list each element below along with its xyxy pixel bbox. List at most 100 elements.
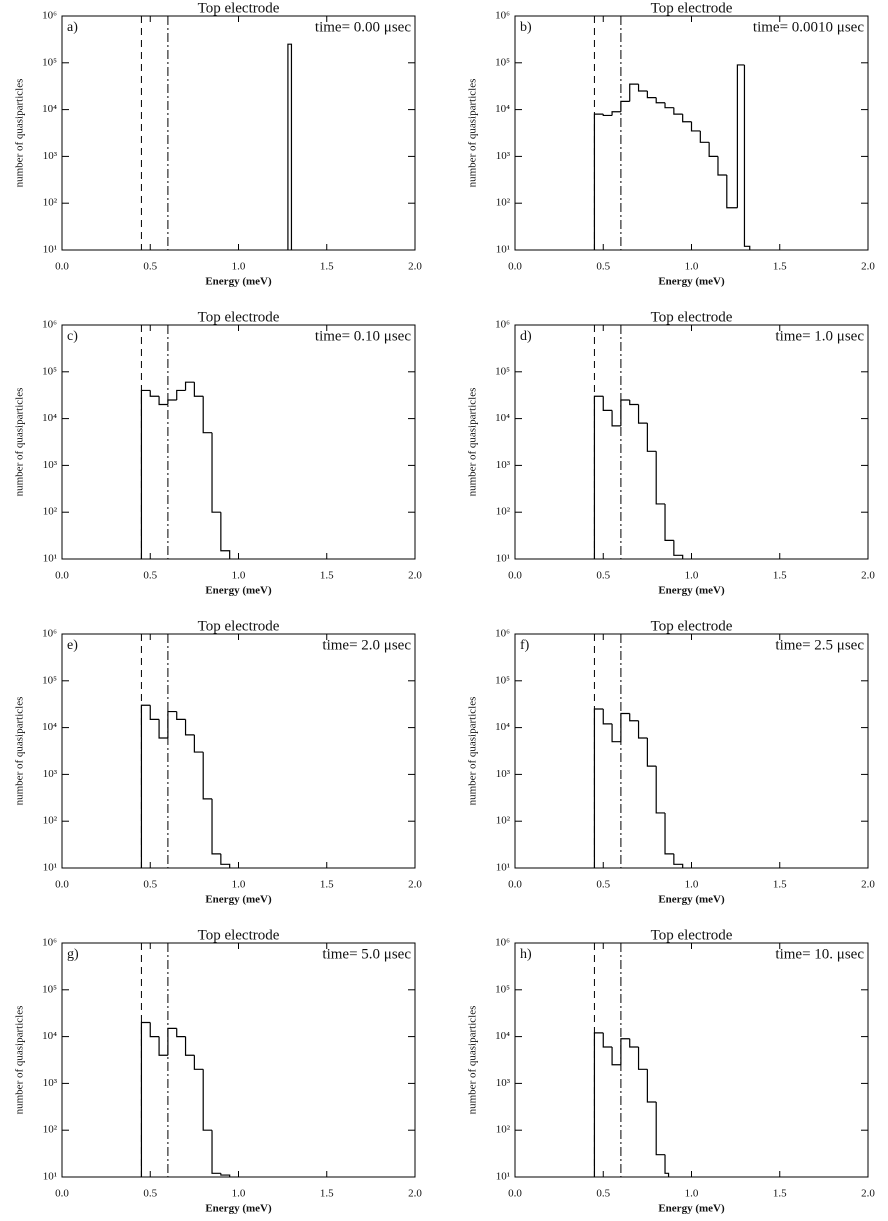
histogram-bin [202, 1069, 213, 1131]
y-tick-label: 10¹ [43, 244, 57, 256]
histogram-bin [673, 853, 684, 868]
histogram-bin [664, 1154, 670, 1177]
plot-frame [514, 15, 869, 251]
histogram-bin [673, 107, 683, 115]
y-axis-label: number of quasiparticles [467, 79, 479, 188]
panel-label: a) [67, 20, 78, 35]
histogram-bin [726, 175, 738, 209]
x-tick-label: 1.0 [685, 570, 699, 582]
y-tick-label: 10³ [43, 768, 58, 780]
y-tick-label: 10² [43, 197, 58, 209]
histogram-bin [202, 396, 213, 434]
histogram-bin [602, 114, 613, 117]
histogram-bin [717, 156, 727, 176]
histogram-bin [664, 102, 674, 109]
histogram-bin [655, 1102, 666, 1156]
y-tick-label: 10⁴ [495, 1030, 510, 1042]
y-tick-label: 10⁶ [495, 319, 510, 331]
panel-label: h) [520, 947, 532, 962]
x-tick-label: 1.0 [232, 570, 246, 582]
panel-title: Top electrode [198, 927, 280, 943]
x-tick-label: 0.0 [55, 879, 69, 891]
panel-label: g) [67, 947, 79, 962]
panel-label: c) [67, 329, 78, 344]
y-tick-label: 10³ [496, 1077, 511, 1089]
x-tick-label: 2.0 [408, 879, 422, 891]
x-axis-label: Energy (meV) [205, 585, 272, 597]
histogram-bin [611, 723, 621, 743]
histogram-bin [602, 708, 613, 725]
x-tick-label: 1.5 [320, 1188, 334, 1200]
x-tick-label: 0.0 [55, 1188, 69, 1200]
histogram-bin [220, 853, 231, 868]
histogram-bin [184, 381, 195, 391]
y-axis-label: number of quasiparticles [467, 697, 479, 806]
panel-title: Top electrode [651, 618, 733, 634]
x-tick-label: 1.0 [685, 1188, 699, 1200]
x-tick-label: 1.5 [773, 879, 787, 891]
x-tick-label: 0.0 [508, 570, 522, 582]
y-tick-label: 10¹ [496, 1171, 510, 1183]
x-tick-label: 0.0 [55, 570, 69, 582]
time-annotation: time= 2.0 μsec [322, 637, 411, 653]
histogram-bin [158, 719, 168, 739]
y-tick-label: 10² [496, 815, 511, 827]
y-tick-label: 10⁶ [42, 10, 57, 22]
histogram-bin [646, 737, 657, 767]
x-tick-label: 0.0 [508, 879, 522, 891]
x-tick-label: 2.0 [408, 1188, 422, 1200]
y-tick-label: 10⁵ [42, 674, 57, 686]
x-axis-label: Energy (meV) [658, 894, 725, 906]
y-tick-label: 10⁴ [495, 412, 510, 424]
panel-label: d) [520, 329, 532, 344]
x-tick-label: 0.5 [596, 261, 610, 273]
histogram-bin [620, 100, 630, 112]
x-tick-label: 1.0 [232, 261, 246, 273]
y-tick-label: 10⁵ [495, 674, 510, 686]
x-tick-label: 1.5 [773, 570, 787, 582]
y-tick-label: 10⁵ [42, 56, 57, 68]
histogram-bin [646, 90, 657, 99]
time-annotation: time= 10. μsec [775, 946, 864, 962]
histogram-bin [149, 705, 160, 720]
histogram-bin [664, 503, 674, 541]
histogram-bin [655, 451, 666, 505]
y-tick-label: 10⁴ [495, 721, 510, 733]
histogram-bin [673, 540, 684, 559]
plot-frame [514, 942, 869, 1178]
x-axis-label: Energy (meV) [658, 585, 725, 597]
x-tick-label: 2.0 [861, 1188, 875, 1200]
histogram-bin [637, 720, 648, 739]
y-tick-label: 10³ [43, 459, 58, 471]
x-axis-label: Energy (meV) [205, 276, 272, 288]
histogram-bin [602, 396, 613, 411]
time-annotation: time= 1.0 μsec [775, 328, 864, 344]
panel-label: b) [520, 20, 532, 35]
histogram-bin [593, 1032, 604, 1177]
y-axis-label: number of quasiparticles [14, 388, 26, 497]
histogram-bin [220, 1173, 231, 1177]
histogram-bin [743, 64, 751, 250]
x-tick-label: 0.0 [508, 261, 522, 273]
y-tick-label: 10⁵ [495, 365, 510, 377]
histogram-bin [193, 382, 204, 397]
histogram-bin [167, 710, 177, 738]
histogram-bin [637, 84, 648, 92]
histogram-bin [629, 713, 639, 722]
histogram-bin [690, 121, 701, 132]
panel-title: Top electrode [198, 309, 280, 325]
y-tick-label: 10⁴ [42, 103, 57, 115]
y-tick-label: 10⁵ [42, 365, 57, 377]
histogram-bin [736, 64, 745, 208]
y-tick-label: 10² [43, 506, 58, 518]
y-tick-label: 10⁶ [42, 937, 57, 949]
y-tick-label: 10¹ [496, 862, 510, 874]
y-axis-label: number of quasiparticles [467, 388, 479, 497]
histogram-bin [699, 130, 710, 143]
x-axis-label: Energy (meV) [658, 1203, 725, 1215]
histogram-bin [655, 97, 666, 104]
y-tick-label: 10⁴ [42, 412, 57, 424]
x-tick-label: 2.0 [861, 879, 875, 891]
y-tick-label: 10⁴ [42, 1030, 57, 1042]
histogram-bin [158, 1036, 168, 1056]
